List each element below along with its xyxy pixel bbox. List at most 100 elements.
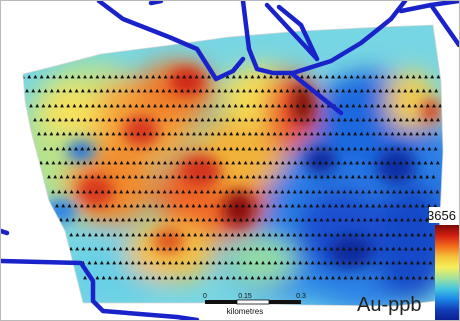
sample-marker bbox=[234, 203, 239, 208]
sample-marker bbox=[278, 203, 283, 208]
sample-marker bbox=[354, 246, 359, 251]
sample-marker bbox=[168, 189, 173, 194]
sample-marker bbox=[245, 217, 249, 222]
sample-marker bbox=[206, 160, 211, 165]
sample-marker bbox=[354, 189, 359, 194]
sample-marker bbox=[411, 74, 416, 79]
sample-marker bbox=[392, 160, 397, 165]
sample-marker bbox=[299, 117, 304, 122]
sample-marker bbox=[212, 117, 217, 122]
sample-marker bbox=[380, 160, 384, 165]
sample-marker bbox=[381, 217, 386, 222]
sample-marker bbox=[328, 131, 333, 136]
sample-marker bbox=[391, 232, 396, 237]
sample-marker bbox=[274, 160, 279, 165]
sample-marker bbox=[89, 74, 94, 79]
sample-marker bbox=[247, 203, 252, 208]
sample-marker bbox=[83, 217, 88, 222]
sample-marker bbox=[320, 103, 325, 108]
sample-marker bbox=[218, 189, 223, 194]
sample-marker bbox=[131, 189, 136, 194]
sample-marker bbox=[255, 232, 260, 237]
sample-marker bbox=[272, 203, 276, 208]
sample-marker bbox=[37, 88, 42, 93]
sample-marker bbox=[367, 189, 372, 194]
sample-marker bbox=[260, 88, 265, 93]
sample-marker bbox=[273, 260, 278, 265]
sample-marker bbox=[288, 174, 293, 179]
sample-marker bbox=[64, 74, 69, 79]
sample-marker bbox=[347, 260, 352, 265]
sample-marker bbox=[188, 275, 193, 280]
sample-marker bbox=[161, 260, 166, 265]
sample-marker bbox=[325, 217, 330, 222]
sample-marker bbox=[274, 117, 279, 122]
sample-marker bbox=[131, 246, 135, 251]
sample-marker bbox=[336, 117, 341, 122]
sample-marker bbox=[152, 217, 156, 222]
sample-marker bbox=[254, 88, 259, 93]
sample-marker bbox=[335, 260, 340, 265]
sample-marker bbox=[371, 146, 376, 151]
sample-marker bbox=[300, 217, 305, 222]
sample-marker bbox=[126, 117, 130, 122]
sample-marker bbox=[114, 74, 118, 79]
sample-marker bbox=[150, 160, 155, 165]
sample-marker bbox=[148, 146, 153, 151]
sample-marker bbox=[293, 117, 298, 122]
sample-marker bbox=[297, 88, 302, 93]
sample-marker bbox=[276, 217, 280, 222]
scale-tick-label: 0 bbox=[203, 293, 207, 300]
sample-marker bbox=[281, 117, 285, 122]
sample-marker bbox=[349, 160, 353, 165]
sample-marker bbox=[299, 189, 303, 194]
sample-marker bbox=[100, 189, 105, 194]
sample-marker bbox=[92, 131, 97, 136]
sample-marker bbox=[204, 88, 209, 93]
sample-marker bbox=[401, 103, 405, 108]
sample-marker bbox=[224, 189, 229, 194]
colorbar-legend: 3656 bbox=[427, 207, 459, 320]
sample-marker bbox=[90, 217, 94, 222]
sample-marker bbox=[324, 160, 329, 165]
sample-marker bbox=[303, 131, 308, 136]
sample-marker bbox=[190, 103, 195, 108]
sample-marker bbox=[137, 246, 142, 251]
sample-marker bbox=[142, 146, 147, 151]
sample-marker bbox=[137, 260, 141, 265]
scale-bar: 0 0.15 0.3 kilometres bbox=[203, 293, 306, 316]
sample-marker bbox=[120, 275, 125, 280]
sample-marker bbox=[360, 232, 365, 237]
sample-marker bbox=[256, 117, 261, 122]
sample-marker bbox=[378, 260, 383, 265]
sample-marker bbox=[253, 146, 258, 151]
sample-marker bbox=[126, 275, 131, 280]
sample-marker bbox=[41, 103, 46, 108]
sample-marker bbox=[205, 260, 210, 265]
sample-marker bbox=[112, 260, 117, 265]
sample-marker bbox=[82, 117, 87, 122]
sample-marker bbox=[239, 174, 244, 179]
sample-marker bbox=[273, 88, 277, 93]
sample-marker bbox=[154, 146, 159, 151]
sample-marker bbox=[202, 103, 207, 108]
sample-marker bbox=[231, 117, 236, 122]
sample-marker bbox=[366, 260, 371, 265]
sample-marker bbox=[280, 160, 285, 165]
sample-marker bbox=[204, 146, 209, 151]
sample-marker bbox=[61, 146, 66, 151]
sample-marker bbox=[118, 232, 123, 237]
sample-marker bbox=[292, 246, 297, 251]
sample-marker bbox=[309, 146, 314, 151]
sample-marker bbox=[39, 74, 44, 79]
sample-marker bbox=[73, 203, 78, 208]
sample-marker bbox=[102, 174, 107, 179]
sample-marker bbox=[270, 103, 275, 108]
sample-marker bbox=[273, 232, 278, 237]
sample-marker bbox=[346, 203, 351, 208]
sample-marker bbox=[287, 74, 292, 79]
sample-marker bbox=[357, 174, 361, 179]
sample-marker bbox=[25, 88, 29, 93]
sample-marker bbox=[242, 88, 246, 93]
